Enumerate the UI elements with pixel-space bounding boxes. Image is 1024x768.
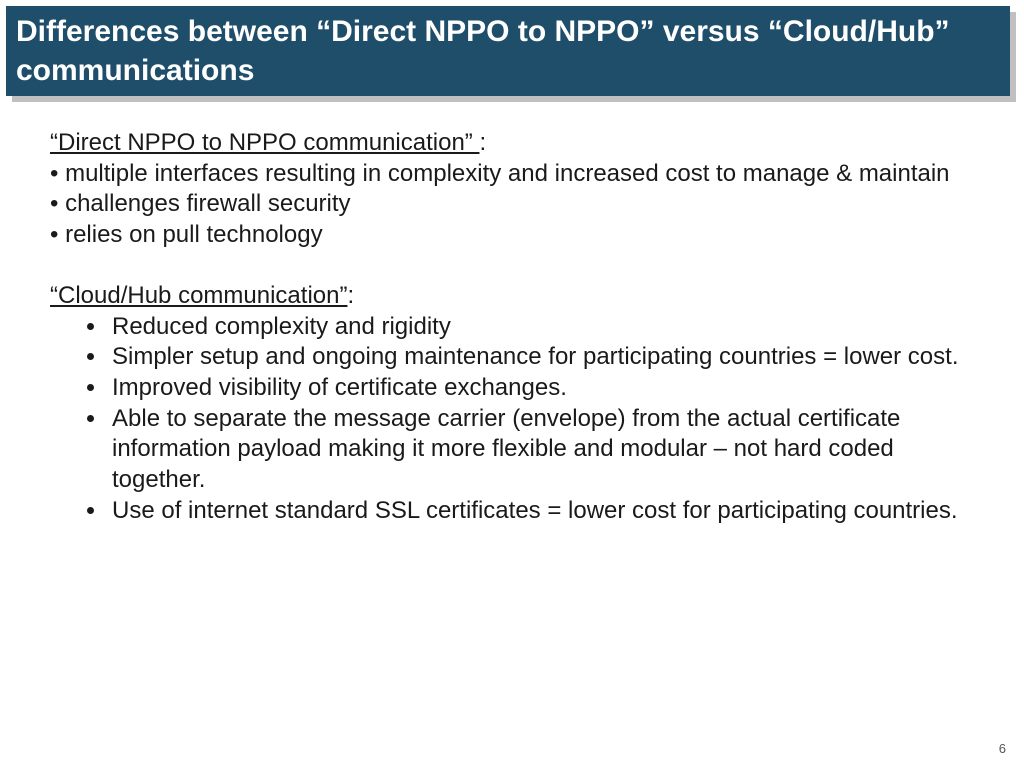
bullet-item: challenges firewall security [50,189,974,220]
bullet-item: multiple interfaces resulting in complex… [50,159,974,190]
section-2-heading: “Cloud/Hub communication” [50,282,347,309]
bullet-item: Simpler setup and ongoing maintenance fo… [108,342,974,373]
section-1: “Direct NPPO to NPPO communication” : mu… [50,128,974,251]
section-2-bullet-list: Reduced complexity and rigidity Simpler … [50,312,974,527]
bullet-item: relies on pull technology [50,220,974,251]
section-spacer [50,251,974,281]
bullet-item: Able to separate the message carrier (en… [108,404,974,496]
bullet-item: Improved visibility of certificate excha… [108,373,974,404]
page-number: 6 [999,741,1006,756]
slide-body: “Direct NPPO to NPPO communication” : mu… [50,128,974,527]
section-2: “Cloud/Hub communication”: Reduced compl… [50,281,974,527]
bullet-item: Use of internet standard SSL certificate… [108,496,974,527]
slide: Differences between “Direct NPPO to NPPO… [0,0,1024,768]
section-1-heading: “Direct NPPO to NPPO communication” [50,129,479,156]
slide-title: Differences between “Direct NPPO to NPPO… [16,12,1000,90]
section-1-heading-suffix: : [479,129,486,156]
bullet-item: Reduced complexity and rigidity [108,312,974,343]
section-2-heading-suffix: : [347,282,354,309]
title-bar: Differences between “Direct NPPO to NPPO… [6,6,1010,96]
